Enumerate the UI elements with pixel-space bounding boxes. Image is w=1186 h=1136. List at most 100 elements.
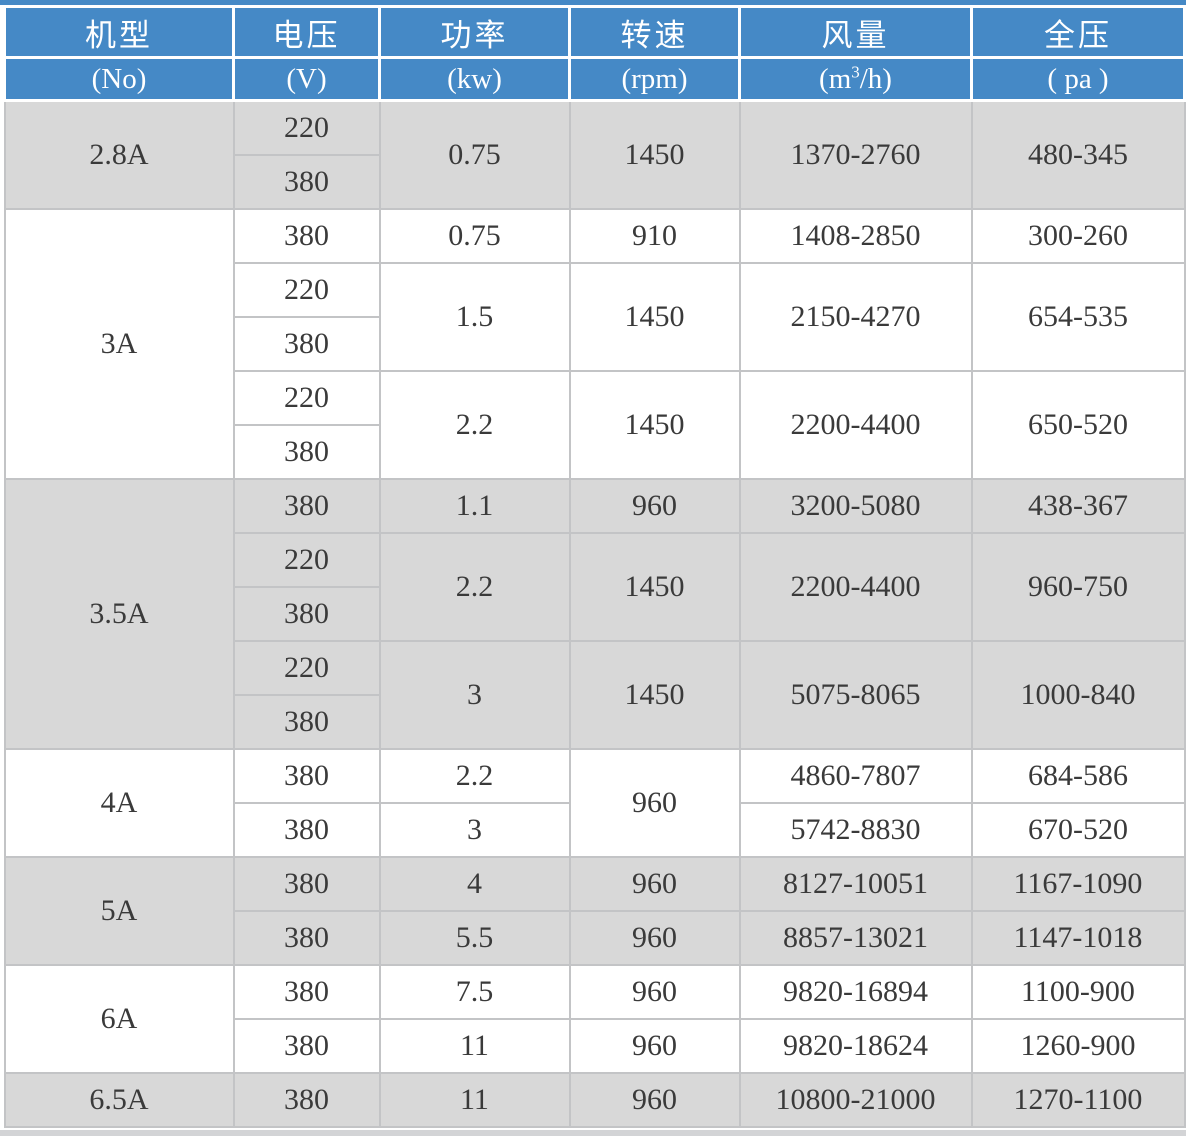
pressure-cell: 480-345 [970,99,1186,210]
airflow-cell: 2200-4400 [738,532,973,642]
airflow-cell: 2200-4400 [738,370,973,480]
pressure-cell: 1270-1100 [970,1072,1186,1128]
col-header-pressure: 全压 [970,5,1186,59]
pressure-cell: 1100-900 [970,964,1186,1020]
airflow-cell: 9820-18624 [738,1018,973,1074]
col-header-voltage: 电压 [232,5,381,59]
voltage-cell: 380 [232,1072,381,1128]
rpm-cell: 1450 [568,370,741,480]
table-row: 3A 380 0.75 910 1408-2850 300-260 [3,208,1186,480]
airflow-cell: 4860-7807 [738,748,973,804]
voltage-cell: 380 [232,910,381,966]
pressure-cell: 650-520 [970,370,1186,480]
voltage-cell: 380 [232,856,381,912]
rpm-cell: 960 [568,478,741,534]
power-cell: 1.1 [378,478,571,534]
header-title-row: 机型 电压 功率 转速 风量 全压 [3,5,1186,59]
table-row: 2.8A 220 0.75 1450 1370-2760 480-345 [3,99,1186,210]
table-row: 380 [5,316,1185,372]
model-cell: 3A [3,208,235,480]
voltage-cell: 380 [232,424,381,480]
table-row: 380 [5,586,1185,642]
rpm-cell: 1450 [568,262,741,372]
col-unit-model: (No) [3,56,235,102]
rpm-cell: 1450 [568,532,741,642]
rpm-cell: 960 [568,856,741,912]
table-row: 380 11 960 9820-18624 1260-900 [5,1018,1186,1074]
col-header-rpm: 转速 [568,5,741,59]
airflow-cell: 1370-2760 [738,99,973,210]
col-unit-pressure: ( pa ) [970,56,1186,102]
voltage-cell: 220 [232,640,381,696]
voltage-cell: 380 [232,964,381,1020]
voltage-cell: 220 [232,262,381,318]
table-body: 2.8A 220 0.75 1450 1370-2760 480-345 380… [3,99,1186,1128]
airflow-cell: 9820-16894 [738,964,973,1020]
rpm-cell: 910 [568,208,741,264]
power-cell: 5.5 [378,910,571,966]
table-row: 220 1.5 1450 2150-4270 654-535 [5,262,1186,372]
power-cell: 0.75 [378,208,571,264]
table-row: 4A 380 2.2 960 4860-7807 684-586 [3,748,1186,858]
pressure-cell: 1147-1018 [970,910,1186,966]
airflow-unit-superscript: 3 [851,61,860,81]
rpm-cell: 960 [568,910,741,966]
rpm-cell: 960 [568,748,741,858]
power-cell: 3 [378,802,571,858]
voltage-cell: 380 [232,802,381,858]
table-row: 220 3 1450 5075-8065 1000-840 [5,640,1186,750]
power-cell: 11 [378,1018,571,1074]
airflow-cell: 5075-8065 [738,640,973,750]
rpm-cell: 1450 [568,640,741,750]
col-header-airflow: 风量 [738,5,973,59]
pressure-cell: 300-260 [970,208,1186,264]
pressure-cell: 654-535 [970,262,1186,372]
airflow-cell: 3200-5080 [738,478,973,534]
pressure-cell: 1000-840 [970,640,1186,750]
table-row: 220 2.2 1450 2200-4400 960-750 [5,532,1186,642]
airflow-cell: 5742-8830 [738,802,973,858]
airflow-cell: 2150-4270 [738,262,973,372]
model-cell: 3.5A [3,478,235,750]
voltage-cell: 380 [232,748,381,804]
airflow-unit-prefix: (m [819,62,852,95]
power-cell: 2.2 [378,748,571,804]
rpm-cell: 960 [568,1018,741,1074]
table-row: 380 [5,154,1185,210]
table-row: 220 2.2 1450 2200-4400 650-520 [5,370,1186,480]
pressure-cell: 1260-900 [970,1018,1186,1074]
table-row: 3.5A 380 1.1 960 3200-5080 438-367 [3,478,1186,750]
table-row: 380 5.5 960 8857-13021 1147-1018 [5,910,1186,966]
power-cell: 0.75 [378,99,571,210]
col-unit-rpm: (rpm) [568,56,741,102]
model-cell: 5A [3,856,235,966]
table-row: 6.5A 380 11 960 10800-21000 1270-1100 [3,1072,1186,1128]
power-cell: 3 [378,640,571,750]
col-header-model: 机型 [3,5,235,59]
airflow-cell: 8127-10051 [738,856,973,912]
col-unit-airflow: (m3/h) [738,56,973,102]
table-header: 机型 电压 功率 转速 风量 全压 (No) (V) (kw) (rpm) (m… [3,5,1186,102]
table-row: 380 3 5742-8830 670-520 [5,802,1186,858]
col-unit-power: (kw) [378,56,571,102]
table-row: 6A 380 7.5 960 9820-16894 1100-900 [3,964,1186,1074]
power-cell: 7.5 [378,964,571,1020]
pressure-cell: 1167-1090 [970,856,1186,912]
rpm-cell: 1450 [568,99,741,210]
col-unit-voltage: (V) [232,56,381,102]
power-cell: 2.2 [378,532,571,642]
model-cell: 2.8A [3,99,235,210]
voltage-cell: 380 [232,694,381,750]
table-row: 380 [5,424,1185,480]
pressure-cell: 670-520 [970,802,1186,858]
table-row: 5A 380 4 960 8127-10051 1167-1090 [3,856,1186,966]
airflow-cell: 10800-21000 [738,1072,973,1128]
table-top-border [0,0,1186,5]
airflow-unit-suffix: /h) [859,62,892,95]
model-cell: 6A [3,964,235,1074]
power-cell: 2.2 [378,370,571,480]
rpm-cell: 960 [568,964,741,1020]
voltage-cell: 380 [232,316,381,372]
pressure-cell: 960-750 [970,532,1186,642]
